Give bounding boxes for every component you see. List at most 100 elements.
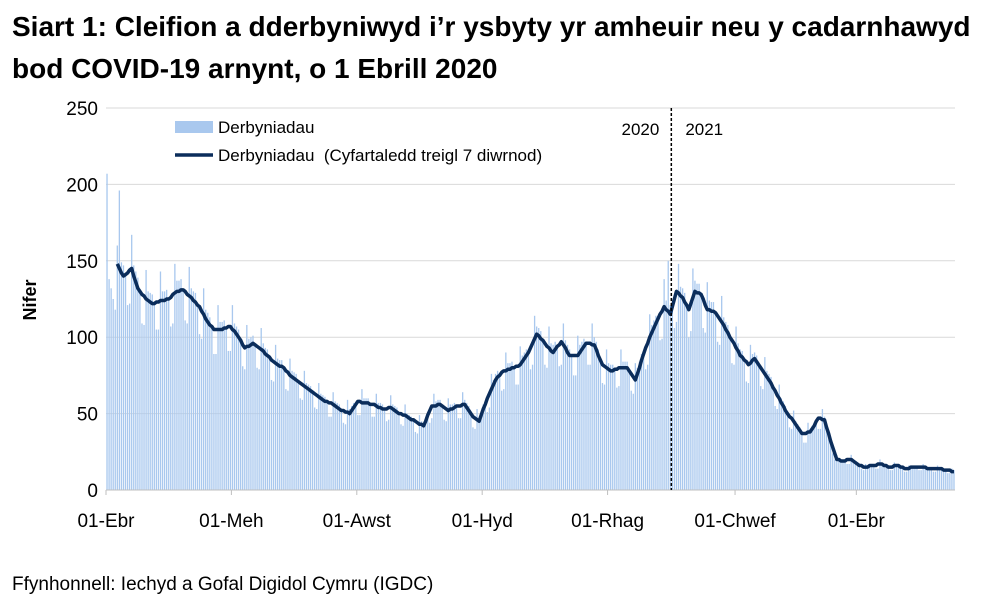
bar	[729, 337, 731, 490]
bar	[519, 346, 521, 490]
bar	[696, 283, 698, 490]
bar	[231, 305, 234, 490]
bar	[135, 271, 137, 490]
bar	[373, 416, 375, 490]
bar	[743, 360, 745, 490]
bar	[505, 352, 507, 490]
bar	[268, 357, 271, 490]
y-tick-label: 0	[87, 481, 98, 502]
bar	[165, 289, 168, 490]
bar	[558, 366, 560, 490]
bar	[425, 418, 427, 490]
bar	[176, 280, 178, 490]
bar	[879, 459, 881, 490]
bar	[128, 303, 131, 490]
bar	[618, 386, 620, 490]
bar	[435, 401, 437, 490]
year-label: 2020	[621, 120, 659, 139]
bar	[762, 389, 764, 490]
bar	[449, 404, 451, 490]
bar	[624, 361, 626, 490]
bar	[511, 361, 513, 490]
bar	[834, 459, 836, 490]
bar	[186, 323, 188, 490]
bar	[829, 441, 832, 490]
bar	[636, 367, 639, 490]
bar	[947, 473, 949, 490]
bar	[484, 404, 486, 490]
bar	[938, 467, 941, 490]
bar	[457, 418, 460, 490]
bar	[622, 361, 624, 490]
bar	[875, 468, 877, 490]
bar	[188, 266, 190, 490]
bar	[741, 350, 743, 490]
bar	[546, 367, 548, 490]
bar	[344, 424, 347, 490]
bar	[112, 299, 114, 490]
bar	[766, 370, 768, 490]
bar	[686, 305, 688, 490]
bar	[786, 413, 789, 490]
bar	[116, 245, 118, 490]
bar	[790, 428, 793, 490]
bar	[192, 291, 195, 490]
y-tick-label: 150	[66, 252, 98, 273]
bar	[710, 302, 713, 490]
bar	[934, 471, 937, 490]
bar	[595, 341, 597, 490]
bar	[848, 464, 850, 490]
y-tick-label: 100	[66, 328, 98, 349]
bar	[196, 305, 199, 490]
bar	[494, 373, 497, 490]
bar	[860, 468, 863, 490]
bar	[387, 419, 390, 490]
line-series	[115, 263, 954, 474]
bar	[108, 279, 110, 490]
bar	[170, 326, 172, 490]
bar	[807, 422, 809, 490]
bar	[597, 349, 599, 490]
bar	[478, 418, 480, 490]
bar	[503, 389, 505, 490]
bar	[357, 415, 359, 490]
bar	[638, 361, 641, 490]
bar	[928, 467, 930, 490]
bar	[632, 393, 634, 490]
bar	[274, 344, 277, 490]
bar	[488, 407, 491, 490]
bar	[289, 358, 291, 490]
bar	[246, 324, 248, 490]
bar	[809, 428, 811, 490]
bar	[381, 404, 384, 490]
bar	[587, 364, 589, 490]
bar	[733, 364, 735, 490]
bar	[910, 465, 912, 490]
bar	[178, 280, 180, 490]
bar	[468, 405, 470, 490]
bar	[320, 393, 322, 490]
bar	[642, 354, 645, 490]
bar	[350, 405, 353, 490]
bar	[599, 360, 602, 490]
bar	[348, 409, 351, 490]
bar	[205, 309, 207, 490]
bar	[359, 415, 361, 490]
bar	[133, 265, 135, 490]
bar	[229, 350, 232, 490]
bar	[472, 427, 474, 490]
bar	[462, 392, 464, 490]
bar	[805, 442, 807, 490]
bar	[630, 390, 632, 490]
bar	[936, 465, 939, 490]
bar	[651, 324, 653, 490]
bar	[716, 341, 719, 490]
bar	[293, 372, 295, 490]
bar	[570, 355, 573, 490]
bar	[118, 190, 121, 490]
legend-label: Derbyniadau (Cyfartaledd treigl 7 diwrno…	[218, 146, 542, 165]
bar	[846, 464, 848, 490]
bar	[427, 415, 429, 490]
bar	[184, 320, 186, 490]
bar	[355, 404, 357, 490]
